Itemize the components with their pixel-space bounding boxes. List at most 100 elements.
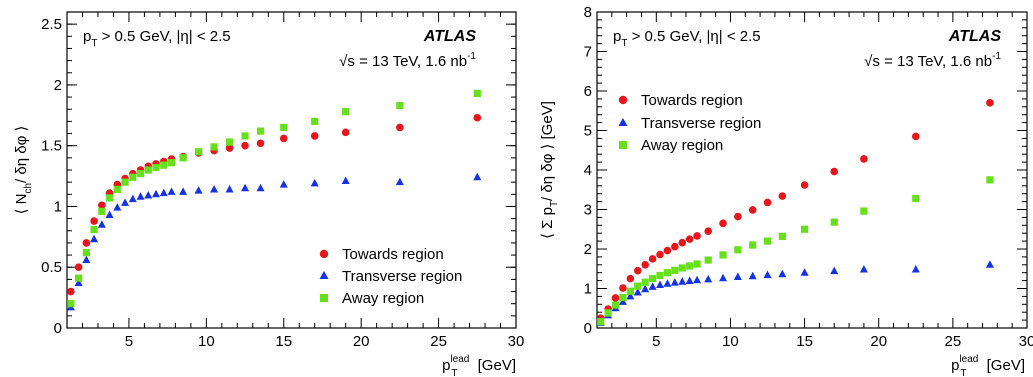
y-tick-label-right: 1	[584, 281, 592, 298]
legend-marker-towards-right	[618, 95, 628, 105]
x-axis-label-right: plead T [GeV]	[951, 354, 1025, 377]
x-tick-label-right: 5	[652, 333, 660, 350]
y-axis-label-left: ⟨ Nch/ δη δφ ⟩	[13, 126, 34, 215]
data-point-away-right	[634, 282, 642, 290]
y-tick-label-right: 3	[584, 202, 592, 219]
x-axis-label-left: plead T [GeV]	[442, 354, 516, 377]
data-point-away-left	[311, 117, 319, 125]
data-point-transverse-left	[105, 210, 114, 218]
panel-left: 5 10 15 20 25 30 0 0.5 1 1.5 2 2.5 pT > 0.5 GeV, |η…	[13, 11, 525, 377]
data-point-transverse-right	[985, 260, 994, 268]
x-tick-label-left: 25	[430, 333, 447, 350]
cut-label-left: pT > 0.5 GeV, |η| < 2.5	[83, 28, 231, 49]
y-tick-label-right: 7	[584, 44, 592, 61]
data-point-away-left	[105, 194, 114, 202]
data-point-towards-right	[734, 212, 742, 221]
atlas-label-left: ATLAS	[423, 28, 476, 45]
data-point-towards-right	[611, 294, 620, 302]
data-point-towards-right	[633, 266, 642, 275]
data-point-towards-right	[830, 167, 839, 176]
data-point-towards-right	[656, 250, 664, 259]
data-point-away-left	[160, 161, 168, 169]
data-point-transverse-left	[179, 187, 188, 195]
data-point-towards-right	[800, 181, 809, 189]
data-point-towards-left	[341, 128, 350, 137]
data-point-away-left	[129, 173, 137, 181]
data-point-away-left	[210, 143, 218, 151]
data-point-transverse-right	[748, 271, 757, 280]
data-point-away-right	[704, 256, 712, 264]
data-point-away-right	[778, 232, 786, 240]
legend-marker-transverse-right	[618, 118, 628, 126]
data-point-away-right	[671, 266, 679, 274]
x-tick-label-left: 20	[353, 333, 370, 350]
data-point-away-right	[649, 275, 657, 283]
x-tick-label-left: 5	[125, 333, 133, 350]
legend-left: Towards region Transverse region Away re…	[319, 246, 462, 307]
data-point-away-right	[800, 225, 809, 233]
data-point-transverse-right	[656, 280, 665, 288]
data-point-towards-right	[648, 255, 657, 263]
data-point-towards-left	[279, 134, 288, 143]
y-tick-label-left: 1.5	[41, 138, 62, 155]
x-tick-label-right: 10	[722, 333, 739, 350]
legend-marker-away-right	[619, 141, 627, 149]
data-point-towards-right	[663, 246, 672, 255]
data-point-transverse-left	[194, 186, 203, 194]
data-point-away-right	[619, 293, 627, 302]
y-tick-label-left: 0	[54, 320, 62, 337]
data-point-away-left	[396, 101, 404, 110]
data-point-transverse-left	[241, 183, 250, 192]
x-tick-label-right: 20	[870, 333, 887, 350]
y-tick-label-left: 2.5	[41, 16, 62, 33]
x-tick-label-right: 25	[945, 333, 962, 350]
cut-label-right: pT > 0.5 GeV, |η| < 2.5	[613, 28, 761, 49]
data-point-transverse-left	[90, 234, 99, 243]
data-point-transverse-right	[633, 287, 642, 296]
data-point-transverse-right	[778, 269, 787, 278]
legend-label-towards-right: Towards region	[641, 92, 743, 109]
data-point-transverse-left	[152, 189, 161, 198]
data-point-away-left	[67, 300, 75, 308]
data-point-transverse-left	[144, 191, 153, 199]
y-tick-label-right: 4	[584, 162, 592, 179]
y-tick-label-right: 5	[584, 123, 592, 140]
plot-area-left: 5 10 15 20 25 30 0 0.5 1 1.5 2 2.5	[41, 11, 525, 350]
data-point-transverse-left	[256, 183, 265, 192]
data-point-transverse-right	[663, 279, 672, 287]
data-point-transverse-left	[128, 194, 137, 203]
data-point-transverse-right	[641, 284, 650, 293]
data-point-away-right	[678, 264, 686, 272]
data-point-towards-right	[626, 274, 635, 283]
data-point-transverse-right	[830, 266, 839, 275]
data-point-away-left	[473, 89, 481, 98]
y-tick-label-left: 0.5	[41, 259, 62, 276]
data-point-transverse-right	[670, 278, 679, 286]
legend-label-towards-left: Towards region	[342, 246, 444, 263]
y-axis-label-right: ⟨ Σ pT/ δη δφ ⟩ [GeV]	[539, 101, 560, 239]
data-point-towards-left	[98, 201, 106, 210]
legend-label-transverse-right: Transverse region	[641, 115, 761, 132]
y-tick-label-right: 2	[584, 241, 592, 258]
data-point-away-right	[912, 194, 920, 203]
data-point-transverse-right	[626, 291, 635, 300]
data-point-away-left	[225, 138, 234, 146]
data-point-towards-right	[719, 219, 727, 228]
data-point-away-left	[152, 163, 160, 172]
data-point-towards-left	[256, 139, 265, 148]
data-point-transverse-right	[648, 282, 657, 290]
data-point-away-right	[656, 271, 664, 280]
legend-label-away-right: Away region	[641, 137, 723, 154]
y-tick-label-left: 2	[54, 77, 62, 94]
data-point-away-right	[663, 269, 672, 277]
x-tick-label-left: 30	[508, 333, 525, 350]
atlas-label-right: ATLAS	[948, 28, 1001, 45]
data-point-transverse-left	[97, 220, 106, 228]
data-point-away-left	[136, 170, 145, 178]
y-tick-label-right: 8	[584, 4, 592, 21]
data-point-towards-right	[685, 235, 694, 243]
panel-right: 5 10 15 20 25 30 0 1 2 3 4 5 6 7 8 pT > 0.5 GeV, |η| <…	[539, 4, 1033, 377]
data-point-transverse-left	[341, 176, 350, 184]
data-point-away-left	[256, 127, 265, 135]
data-point-transverse-right	[685, 276, 694, 284]
